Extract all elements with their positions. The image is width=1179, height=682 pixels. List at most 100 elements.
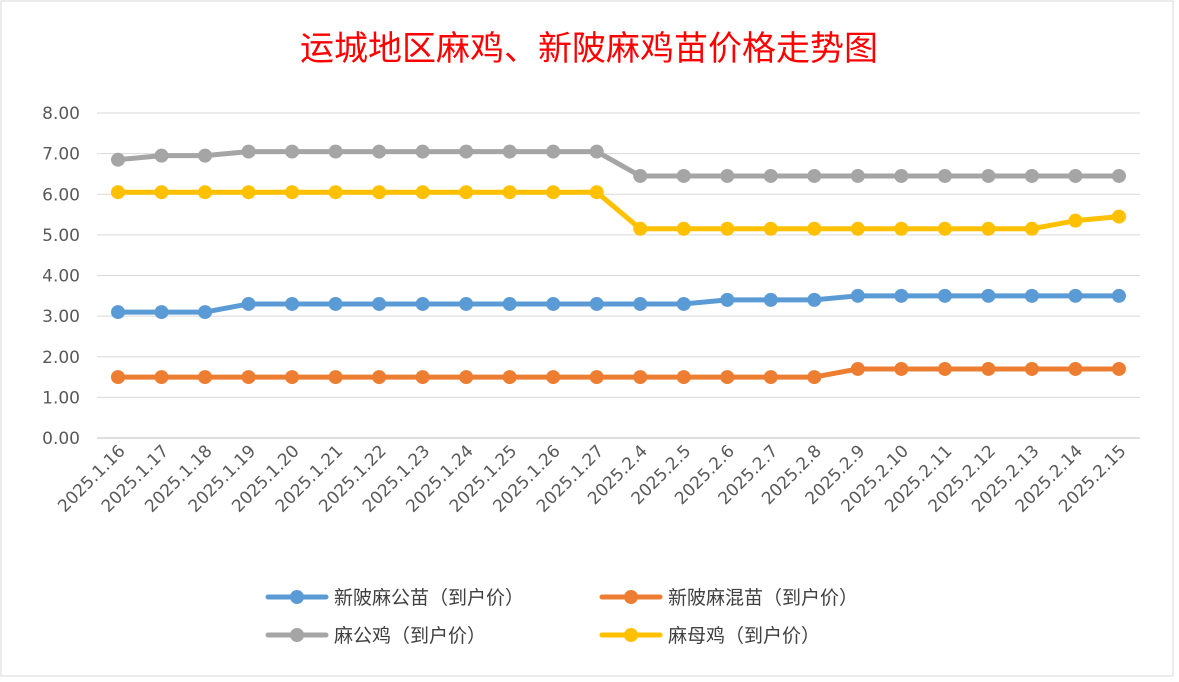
series-3: [111, 144, 1126, 183]
data-point: [415, 144, 430, 159]
data-point: [502, 370, 517, 385]
data-point: [1024, 168, 1039, 183]
data-point: [459, 185, 474, 200]
legend-item: 麻公鸡（到户价）: [265, 625, 486, 647]
data-point: [1068, 213, 1083, 228]
data-point: [328, 144, 343, 159]
data-point: [372, 296, 387, 311]
data-point: [676, 168, 691, 183]
legend-item: 麻母鸡（到户价）: [599, 625, 820, 647]
data-point: [415, 296, 430, 311]
legend: 新陂麻公苗（到户价） 新陂麻混苗（到户价） 麻公鸡（到户价） 麻母鸡（到户价）: [265, 587, 858, 647]
data-point: [589, 296, 604, 311]
legend-label: 新陂麻混苗（到户价）: [668, 587, 858, 609]
y-tick-label: 7.00: [42, 145, 80, 165]
data-point: [459, 370, 474, 385]
data-point: [546, 144, 561, 159]
data-point: [1068, 361, 1083, 376]
data-point: [937, 221, 952, 236]
series-1: [111, 288, 1126, 320]
data-point: [676, 296, 691, 311]
y-tick-label: 4.00: [42, 267, 80, 287]
series-line: [115, 293, 1122, 315]
legend-label: 新陂麻公苗（到户价）: [334, 587, 524, 609]
data-point: [502, 296, 517, 311]
y-tick-label: 5.00: [42, 226, 80, 246]
y-tick-label: 8.00: [42, 104, 80, 124]
data-point: [850, 288, 865, 303]
data-point: [981, 221, 996, 236]
chart-title: 运城地区麻鸡、新陂麻鸡苗价格走势图: [300, 29, 878, 69]
data-point: [763, 370, 778, 385]
data-point: [720, 292, 735, 307]
series-line: [115, 366, 1122, 380]
y-tick-label: 1.00: [42, 388, 80, 408]
data-point: [807, 221, 822, 236]
data-point: [328, 370, 343, 385]
data-point: [241, 185, 256, 200]
data-point: [633, 168, 648, 183]
data-point: [894, 361, 909, 376]
data-point: [372, 144, 387, 159]
data-point: [154, 305, 169, 320]
data-point: [589, 370, 604, 385]
data-point: [1024, 288, 1039, 303]
data-point: [937, 288, 952, 303]
data-point: [850, 221, 865, 236]
data-point: [111, 185, 125, 200]
data-point: [415, 185, 430, 200]
series-line: [115, 189, 1122, 232]
data-point: [633, 221, 648, 236]
data-point: [850, 168, 865, 183]
series-4: [111, 185, 1126, 236]
data-point: [502, 185, 517, 200]
data-point: [1068, 288, 1083, 303]
legend-swatch-marker: [290, 628, 304, 642]
data-point: [763, 292, 778, 307]
series-layer: [111, 144, 1126, 385]
data-point: [241, 144, 256, 159]
data-point: [111, 370, 125, 385]
data-point: [807, 370, 822, 385]
data-point: [589, 144, 604, 159]
data-point: [676, 221, 691, 236]
series-2: [111, 361, 1126, 385]
data-point: [1024, 361, 1039, 376]
data-point: [720, 370, 735, 385]
y-tick-label: 6.00: [42, 185, 80, 205]
data-point: [937, 168, 952, 183]
data-point: [850, 361, 865, 376]
data-point: [1111, 288, 1126, 303]
data-point: [1111, 361, 1126, 376]
data-point: [894, 168, 909, 183]
data-point: [894, 288, 909, 303]
data-point: [720, 221, 735, 236]
data-point: [676, 370, 691, 385]
data-point: [1068, 168, 1083, 183]
data-point: [981, 168, 996, 183]
data-point: [1111, 168, 1126, 183]
legend-swatch-marker: [624, 590, 638, 604]
data-point: [285, 144, 300, 159]
data-point: [241, 296, 256, 311]
data-point: [763, 168, 778, 183]
data-point: [459, 296, 474, 311]
data-point: [285, 370, 300, 385]
data-point: [372, 185, 387, 200]
legend-swatch-marker: [290, 590, 304, 604]
data-point: [546, 185, 561, 200]
data-point: [763, 221, 778, 236]
data-point: [807, 168, 822, 183]
data-point: [154, 185, 169, 200]
data-point: [589, 185, 604, 200]
y-axis-tick-labels: 0.00 1.00 2.00 3.00 4.00 5.00 6.00 7.00 8.00: [42, 104, 80, 449]
series-line: [115, 149, 1122, 179]
data-point: [981, 288, 996, 303]
data-point: [198, 185, 213, 200]
data-point: [198, 148, 213, 163]
data-point: [633, 296, 648, 311]
data-point: [328, 296, 343, 311]
